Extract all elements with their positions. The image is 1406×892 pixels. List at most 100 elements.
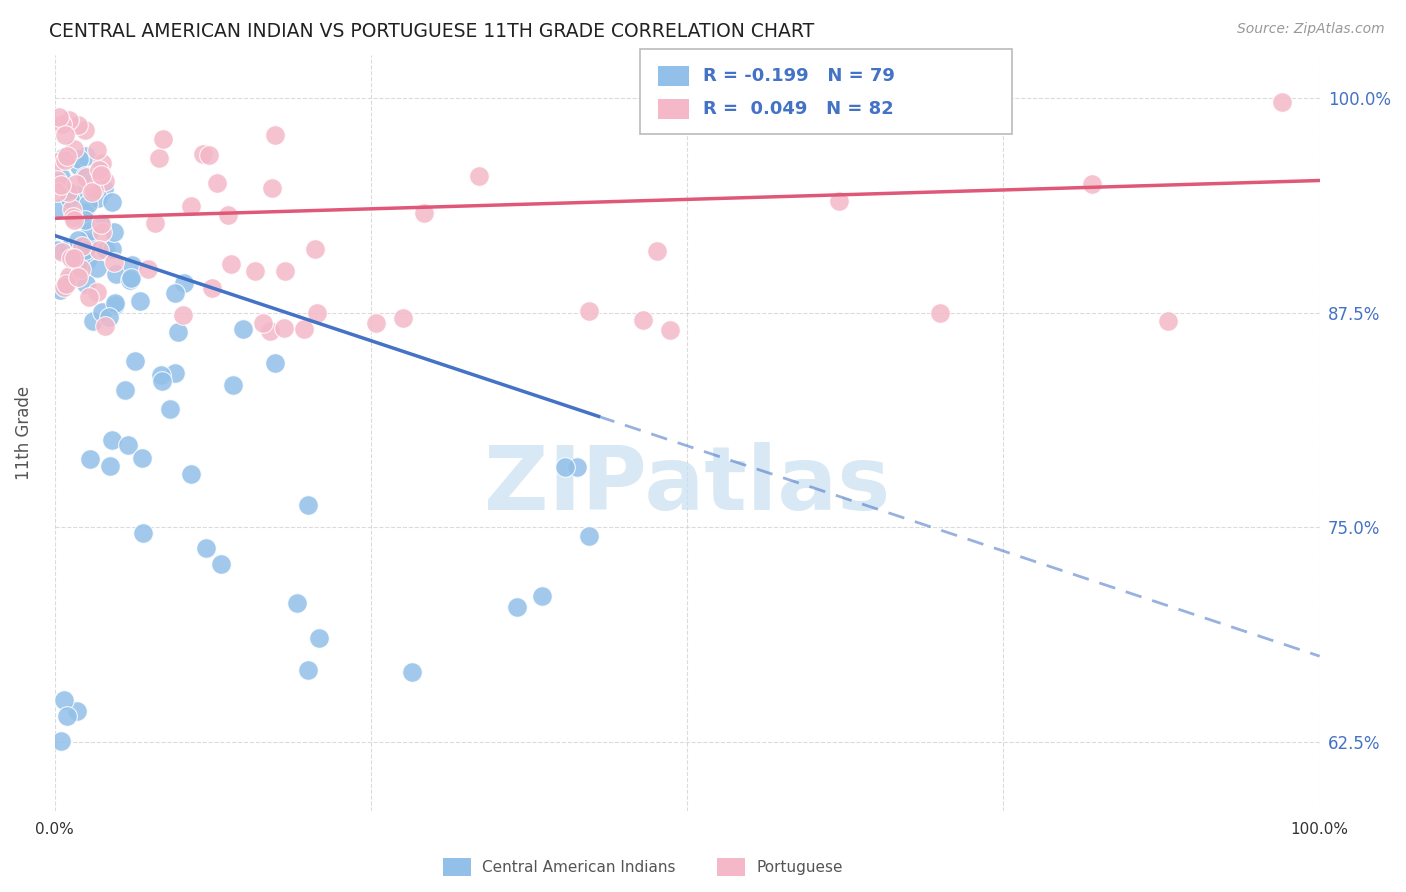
Point (131, 450, 153, 465)
Point (46, 243, 69, 257)
Point (87, 191, 110, 205)
Point (217, 208, 239, 222)
Point (56, 709, 79, 723)
Point (631, 313, 654, 327)
Point (60, 251, 83, 265)
Point (46, 185, 69, 199)
Point (103, 225, 125, 239)
Point (222, 377, 245, 392)
Point (53, 153, 76, 168)
Point (221, 257, 243, 271)
Point (91, 305, 114, 319)
Point (565, 459, 588, 474)
Point (49, 178, 72, 193)
Text: CENTRAL AMERICAN INDIAN VS PORTUGUESE 11TH GRADE CORRELATION CHART: CENTRAL AMERICAN INDIAN VS PORTUGUESE 11… (49, 22, 814, 41)
Point (56, 149, 79, 163)
Point (117, 438, 139, 452)
Point (530, 589, 553, 603)
Point (75, 277, 97, 292)
Point (91, 225, 114, 239)
Point (58, 269, 80, 284)
Point (101, 194, 124, 209)
Point (412, 206, 434, 220)
Point (232, 321, 254, 335)
Point (105, 267, 128, 281)
Point (79, 452, 101, 467)
Point (274, 263, 297, 277)
Point (180, 467, 202, 482)
Point (90, 168, 112, 182)
Point (209, 557, 232, 571)
Point (201, 281, 224, 295)
Point (49, 202, 72, 216)
Point (77, 290, 100, 304)
Point (273, 320, 295, 334)
Point (297, 498, 319, 512)
Point (118, 273, 141, 287)
Text: R =  0.049   N = 82: R = 0.049 N = 82 (703, 100, 894, 118)
Point (304, 242, 326, 256)
Point (52, 693, 75, 707)
Point (124, 354, 146, 368)
Point (73, 123, 96, 137)
Point (98, 459, 121, 474)
Point (90, 216, 112, 230)
Point (62, 143, 84, 157)
Point (259, 324, 281, 338)
Point (121, 258, 143, 272)
Point (159, 402, 181, 417)
Point (86, 261, 108, 276)
Point (103, 255, 125, 269)
Point (49, 283, 72, 297)
Point (60, 202, 83, 217)
Point (67, 119, 90, 133)
Point (83, 183, 105, 197)
Point (828, 194, 851, 208)
Point (98, 310, 121, 325)
Point (86, 143, 108, 157)
Point (163, 366, 186, 380)
Point (55, 277, 77, 292)
Point (87, 243, 110, 257)
Point (468, 169, 491, 183)
Point (62, 251, 84, 265)
Point (1157, 314, 1180, 328)
Point (76, 253, 98, 268)
Point (75, 148, 97, 162)
Point (45, 155, 67, 169)
Point (66, 704, 89, 718)
Text: ZIPatlas: ZIPatlas (484, 442, 890, 529)
Point (70, 261, 93, 276)
Point (285, 596, 308, 610)
Text: Source: ZipAtlas.com: Source: ZipAtlas.com (1237, 22, 1385, 37)
Point (82, 314, 104, 328)
Point (264, 356, 287, 370)
Point (67, 233, 90, 247)
Point (101, 242, 124, 256)
Point (76, 235, 98, 250)
Point (63, 213, 86, 227)
Point (132, 526, 155, 541)
Point (401, 665, 423, 680)
Point (929, 306, 952, 320)
Point (75, 243, 97, 257)
Point (645, 244, 668, 259)
Point (172, 308, 194, 322)
Point (136, 262, 159, 277)
Point (79, 224, 101, 238)
Point (48, 111, 70, 125)
Point (554, 459, 576, 474)
Point (90, 217, 112, 231)
Point (128, 293, 150, 308)
Point (75, 170, 97, 185)
Point (75, 169, 97, 183)
Point (308, 631, 330, 645)
Text: Central American Indians: Central American Indians (482, 860, 676, 874)
Point (77, 236, 100, 251)
Point (62, 210, 84, 224)
Point (58, 274, 80, 288)
Point (180, 199, 202, 213)
Point (1081, 177, 1104, 191)
Point (165, 286, 187, 301)
Point (101, 434, 124, 448)
